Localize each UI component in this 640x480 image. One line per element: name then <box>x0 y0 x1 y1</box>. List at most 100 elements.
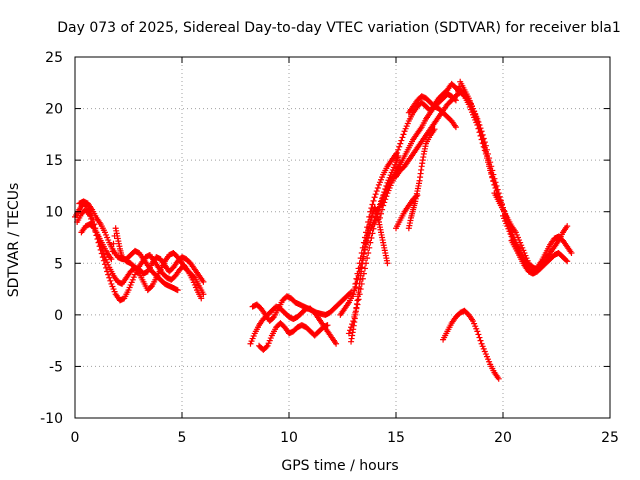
data-point <box>370 225 377 232</box>
data-point <box>475 331 482 338</box>
series-track-u <box>440 307 502 382</box>
data-point <box>368 235 375 242</box>
data-point <box>564 223 571 230</box>
data-point <box>474 328 481 335</box>
data-point <box>358 280 365 287</box>
series-track-c <box>76 198 181 294</box>
y-tick-label: 0 <box>54 308 63 324</box>
data-point <box>488 169 495 176</box>
data-point <box>352 280 359 287</box>
data-point <box>476 125 483 132</box>
data-point <box>394 149 401 156</box>
data-point <box>376 203 383 210</box>
series-track-o <box>405 126 438 232</box>
data-point <box>414 192 421 199</box>
data-point <box>480 140 487 147</box>
series-track-f <box>249 289 355 325</box>
series-track-n <box>375 78 498 226</box>
data-point <box>369 201 376 208</box>
data-point <box>563 257 570 264</box>
data-point <box>324 322 331 329</box>
data-point <box>147 284 154 291</box>
data-point <box>384 260 391 267</box>
y-axis-label: SDTVAR / TECUs <box>6 183 22 298</box>
data-point <box>105 271 112 278</box>
data-point <box>109 248 116 255</box>
data-point <box>453 92 460 99</box>
data-point <box>483 153 490 160</box>
data-point <box>475 121 482 128</box>
data-point <box>103 264 110 271</box>
grid-layer <box>75 57 610 418</box>
data-point <box>482 148 489 155</box>
data-point <box>90 224 97 231</box>
data-point <box>364 255 371 262</box>
data-point <box>106 274 113 281</box>
y-tick-label: -10 <box>40 411 63 427</box>
data-point <box>413 193 420 200</box>
y-tick-label: 5 <box>54 256 63 272</box>
data-point <box>350 291 357 298</box>
data-point <box>108 256 115 263</box>
data-point <box>451 96 458 103</box>
data-point <box>190 273 197 280</box>
data-point <box>351 313 358 320</box>
data-point <box>371 194 378 201</box>
data-point <box>353 305 360 312</box>
data-point <box>452 97 459 104</box>
data-point <box>372 191 379 198</box>
data-point <box>99 254 106 261</box>
data-point <box>491 181 498 188</box>
series-track-q <box>405 93 459 131</box>
data-point <box>485 157 492 164</box>
data-point <box>367 208 374 215</box>
data-point <box>357 286 364 293</box>
data-point <box>346 290 353 297</box>
data-point <box>363 260 370 267</box>
data-point <box>360 239 367 246</box>
data-point <box>365 249 372 256</box>
data-point <box>104 268 111 275</box>
data-point <box>353 275 360 282</box>
data-point <box>471 108 478 115</box>
data-point <box>480 135 487 142</box>
data-point <box>100 257 107 264</box>
data-point <box>354 270 361 277</box>
data-point <box>345 330 352 337</box>
y-tick-label: 20 <box>45 102 63 118</box>
data-point <box>370 197 377 204</box>
data-point <box>357 255 364 262</box>
series-track-k <box>350 150 399 298</box>
data-point <box>479 136 486 143</box>
data-point <box>372 217 379 224</box>
data-point <box>564 258 571 265</box>
data-point <box>363 229 370 236</box>
data-point <box>350 318 357 325</box>
data-point <box>399 134 406 141</box>
data-point <box>358 249 365 256</box>
x-tick-label: 10 <box>280 430 298 446</box>
data-point <box>367 239 374 246</box>
data-point <box>477 128 484 135</box>
data-point <box>174 287 181 294</box>
data-point <box>378 210 385 217</box>
data-point <box>478 132 485 139</box>
data-point <box>86 212 93 219</box>
y-tick-label: 10 <box>45 205 63 221</box>
data-point <box>361 265 368 272</box>
x-tick-label: 0 <box>71 430 80 446</box>
data-point <box>368 205 375 212</box>
x-tick-label: 15 <box>387 430 405 446</box>
data-point <box>486 161 493 168</box>
data-point <box>365 219 372 226</box>
data-point <box>481 144 488 151</box>
data-point <box>263 343 270 350</box>
data-point <box>369 230 376 237</box>
data-point <box>198 295 205 302</box>
series-track-t <box>508 237 571 277</box>
data-layer <box>72 78 575 382</box>
data-point <box>356 291 363 298</box>
data-point <box>395 146 402 153</box>
data-point <box>355 265 362 272</box>
data-point <box>398 137 405 144</box>
